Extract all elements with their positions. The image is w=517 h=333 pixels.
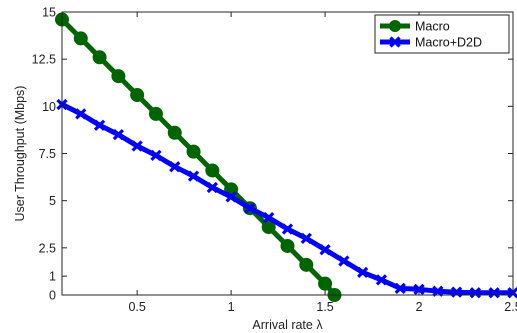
series-0-point: [280, 238, 295, 253]
series-0-point: [111, 69, 126, 84]
series-1-point: [432, 285, 444, 297]
series-1-point: [281, 223, 294, 235]
series-0-point: [167, 125, 182, 140]
x-tick-label: 1.5: [316, 300, 333, 314]
legend: Macro Macro+D2D: [374, 14, 510, 54]
series-1-point: [93, 119, 106, 131]
series-1-point: [131, 140, 143, 152]
series-1-point: [187, 170, 200, 182]
y-tick-label: 10: [42, 100, 56, 114]
series-1-point: [206, 181, 218, 194]
series-1-point: [469, 287, 482, 299]
x-axis-title: Arrival rate λ: [252, 318, 323, 332]
series-1-point: [112, 129, 125, 141]
series-1-point: [169, 161, 181, 173]
series-layer: [55, 12, 517, 302]
series-1-point: [338, 255, 350, 267]
series-1-point: [375, 274, 388, 286]
legend-marker-1: [389, 36, 401, 48]
series-0-point: [318, 276, 333, 291]
series-1-point: [225, 191, 237, 203]
x-tick-label: 2: [416, 300, 423, 314]
x-tick-label: 0.5: [128, 300, 145, 314]
y-tick-label: 15: [42, 6, 56, 20]
legend-label-1: Macro+D2D: [415, 36, 482, 50]
series-0-point: [92, 50, 107, 65]
y-tick-label: 2.5: [39, 241, 56, 255]
y-tick-label: 12.5: [32, 53, 56, 67]
x-tick-label: 2.5: [504, 300, 517, 314]
series-0-point: [148, 106, 163, 121]
series-0-point: [73, 31, 88, 46]
series-1-point: [394, 282, 406, 295]
legend-label-0: Macro: [415, 20, 450, 34]
x-tick-label: 1: [228, 300, 235, 314]
series-1-point: [413, 283, 425, 295]
series-1-point: [150, 149, 162, 162]
series-1-point: [488, 287, 500, 299]
series-1-point: [263, 212, 275, 224]
series-0-point: [299, 257, 314, 272]
y-tick-label: 7.5: [39, 147, 56, 161]
y-tick-label: 5: [49, 194, 56, 208]
series-1-point: [357, 266, 369, 278]
series-line-0: [59, 17, 337, 298]
y-tick-label: 1: [49, 270, 56, 284]
y-tick-label: 0: [49, 289, 56, 303]
series-1-point: [75, 108, 87, 120]
series-1-point: [244, 202, 256, 214]
legend-marker-0: [389, 20, 401, 32]
series-0-point: [205, 163, 220, 178]
series-1-point: [319, 244, 331, 256]
series-1-point: [300, 232, 312, 245]
series-0-point: [261, 220, 276, 235]
series-0-point: [130, 88, 145, 103]
series-0-point: [186, 144, 201, 159]
y-axis-title: User Throughput (Mbps): [13, 86, 27, 222]
